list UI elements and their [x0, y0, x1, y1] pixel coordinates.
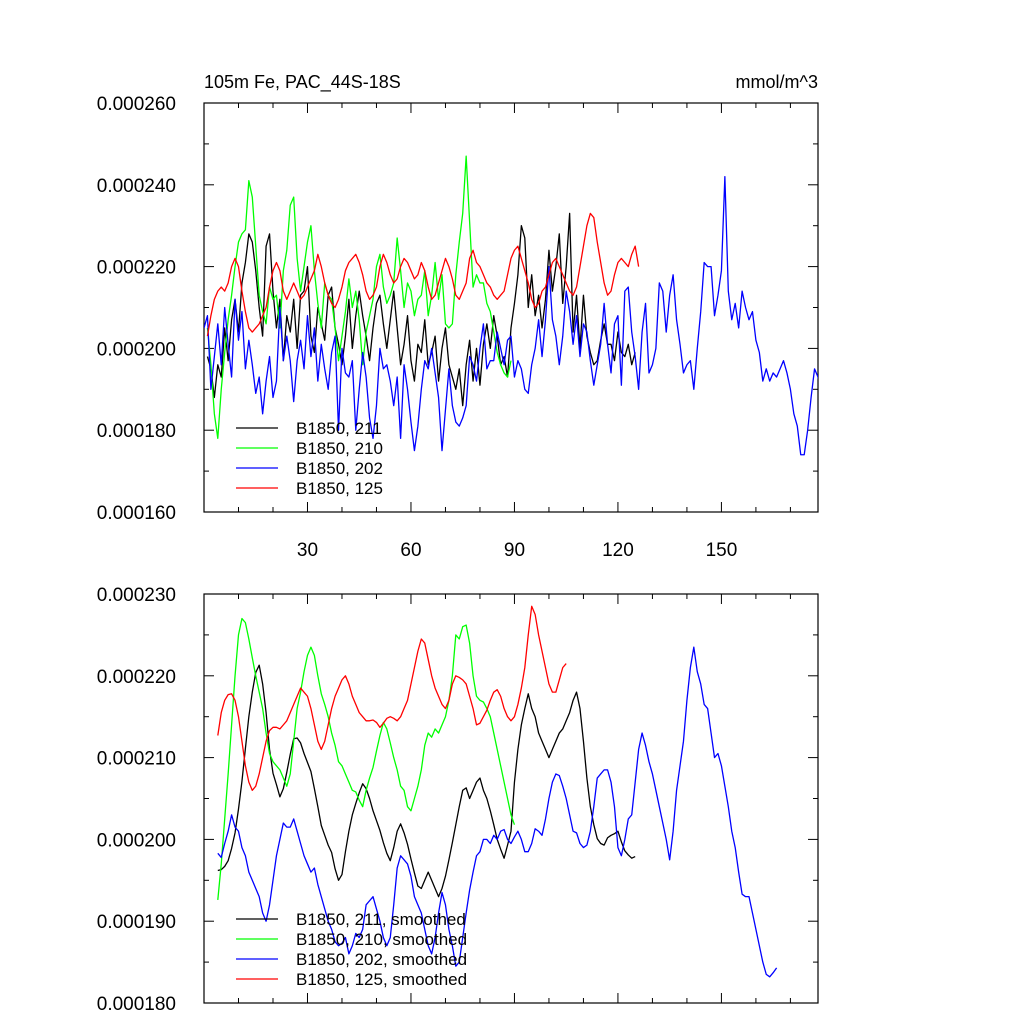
bottom-y-tick-label: 0.000200 — [97, 830, 176, 851]
top-y-tick-label: 0.000240 — [97, 176, 176, 197]
top-y-tick-label: 0.000260 — [97, 94, 176, 115]
bottom-y-tick-label: 0.000230 — [97, 585, 176, 606]
bottom-legend-label-1: B1850, 211, smoothed — [296, 910, 466, 929]
bottom-legend-label-2: B1850, 210, smoothed — [296, 930, 467, 949]
top-legend-label-4: B1850, 125 — [296, 479, 383, 498]
units-label: mmol/m^3 — [736, 72, 818, 92]
bottom-series-line-4 — [217, 605, 567, 791]
top-panel: 105m Fe, PAC_44S-18S mmol/m^3 30 60 90 120 1… — [97, 72, 819, 561]
top-series-line-4 — [206, 212, 640, 337]
top-series-line-2 — [206, 155, 512, 440]
bottom-series-line-2 — [217, 617, 516, 900]
top-series-line-1 — [206, 212, 636, 407]
bottom-legend-label-3: B1850, 202, smoothed — [296, 950, 467, 969]
top-legend-label-2: B1850, 210 — [296, 439, 383, 458]
bottom-y-tick-label: 0.000220 — [97, 667, 176, 688]
top-x-tick-label: 30 — [297, 540, 318, 561]
top-x-tick-label: 120 — [602, 540, 634, 561]
top-series-line-3 — [204, 175, 818, 456]
top-y-tick-label: 0.000220 — [97, 258, 176, 279]
top-x-tick-label: 90 — [504, 540, 525, 561]
top-panel-title: 105m Fe, PAC_44S-18S — [204, 72, 401, 93]
bottom-series-line-3 — [217, 646, 778, 978]
bottom-y-tick-label: 0.000180 — [97, 994, 176, 1015]
top-y-tick-label: 0.000160 — [97, 503, 176, 524]
bottom-panel: 0.000180 0.000190 0.000200 0.000210 0.000220… — [97, 585, 819, 1015]
bottom-y-tick-label: 0.000210 — [97, 749, 176, 770]
top-legend-label-1: B1850, 211 — [296, 419, 382, 438]
top-legend-label-3: B1850, 202 — [296, 459, 383, 478]
bottom-legend-label-4: B1850, 125, smoothed — [296, 970, 467, 989]
bottom-y-tick-label: 0.000190 — [97, 912, 176, 933]
top-x-tick-label: 60 — [400, 540, 421, 561]
top-x-tick-label: 150 — [706, 540, 738, 561]
bottom-series-line-1 — [217, 664, 636, 898]
top-y-tick-label: 0.000200 — [97, 339, 176, 360]
top-y-tick-label: 0.000180 — [97, 421, 176, 442]
